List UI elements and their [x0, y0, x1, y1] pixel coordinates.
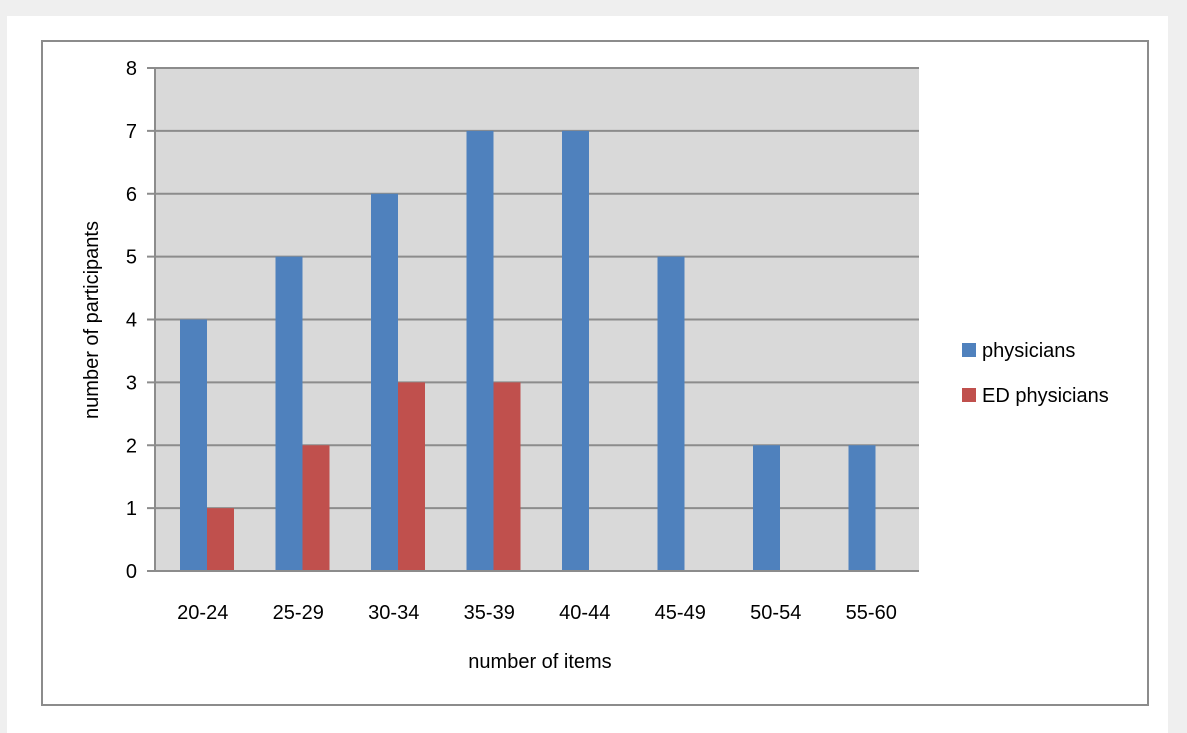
legend-label: ED physicians	[982, 385, 1109, 407]
bar-ed-physicians	[493, 382, 521, 571]
bar-physicians	[848, 445, 876, 571]
y-tick-label: 5	[126, 247, 137, 269]
axes	[147, 67, 919, 572]
bar-ed-physicians	[398, 382, 425, 571]
x-tick-label: 55-60	[846, 602, 897, 624]
y-tick-label: 8	[126, 58, 137, 80]
y-tick-label: 7	[126, 121, 137, 143]
x-tick-label: 40-44	[559, 602, 610, 624]
y-tick-label: 6	[126, 184, 137, 206]
y-tick-label: 2	[126, 435, 137, 457]
legend-swatch	[962, 343, 976, 357]
bars	[180, 130, 876, 571]
y-tick-label: 0	[126, 561, 137, 583]
bar-ed-physicians	[207, 508, 234, 571]
legend: physicians ED physicians	[962, 340, 1109, 407]
x-tick-label: 30-34	[368, 602, 419, 624]
y-axis-label: number of participants	[81, 221, 103, 419]
x-tick-label: 35-39	[464, 602, 515, 624]
x-tick-label: 25-29	[273, 602, 324, 624]
legend-label: physicians	[982, 340, 1075, 362]
y-tick-label: 1	[126, 498, 137, 520]
bar-physicians	[466, 130, 494, 571]
y-tick-labels: 0 1 2 3 4 5 6 7 8	[126, 58, 137, 583]
legend-swatch	[962, 388, 976, 402]
y-tick-label: 3	[126, 372, 137, 394]
bar-physicians	[371, 193, 398, 571]
x-tick-label: 20-24	[177, 602, 228, 624]
x-axis-label: number of items	[468, 651, 611, 673]
y-tick-label: 4	[126, 310, 137, 332]
bar-physicians	[180, 319, 207, 571]
x-tick-label: 45-49	[655, 602, 706, 624]
bar-physicians	[657, 256, 685, 571]
bar-physicians	[562, 130, 589, 571]
x-tick-labels: 20-24 25-29 30-34 35-39 40-44 45-49 50-54 55-60	[177, 602, 897, 624]
bar-ed-physicians	[302, 445, 330, 571]
bar-physicians	[753, 445, 780, 571]
x-tick-label: 50-54	[750, 602, 801, 624]
bar-physicians	[275, 256, 303, 571]
